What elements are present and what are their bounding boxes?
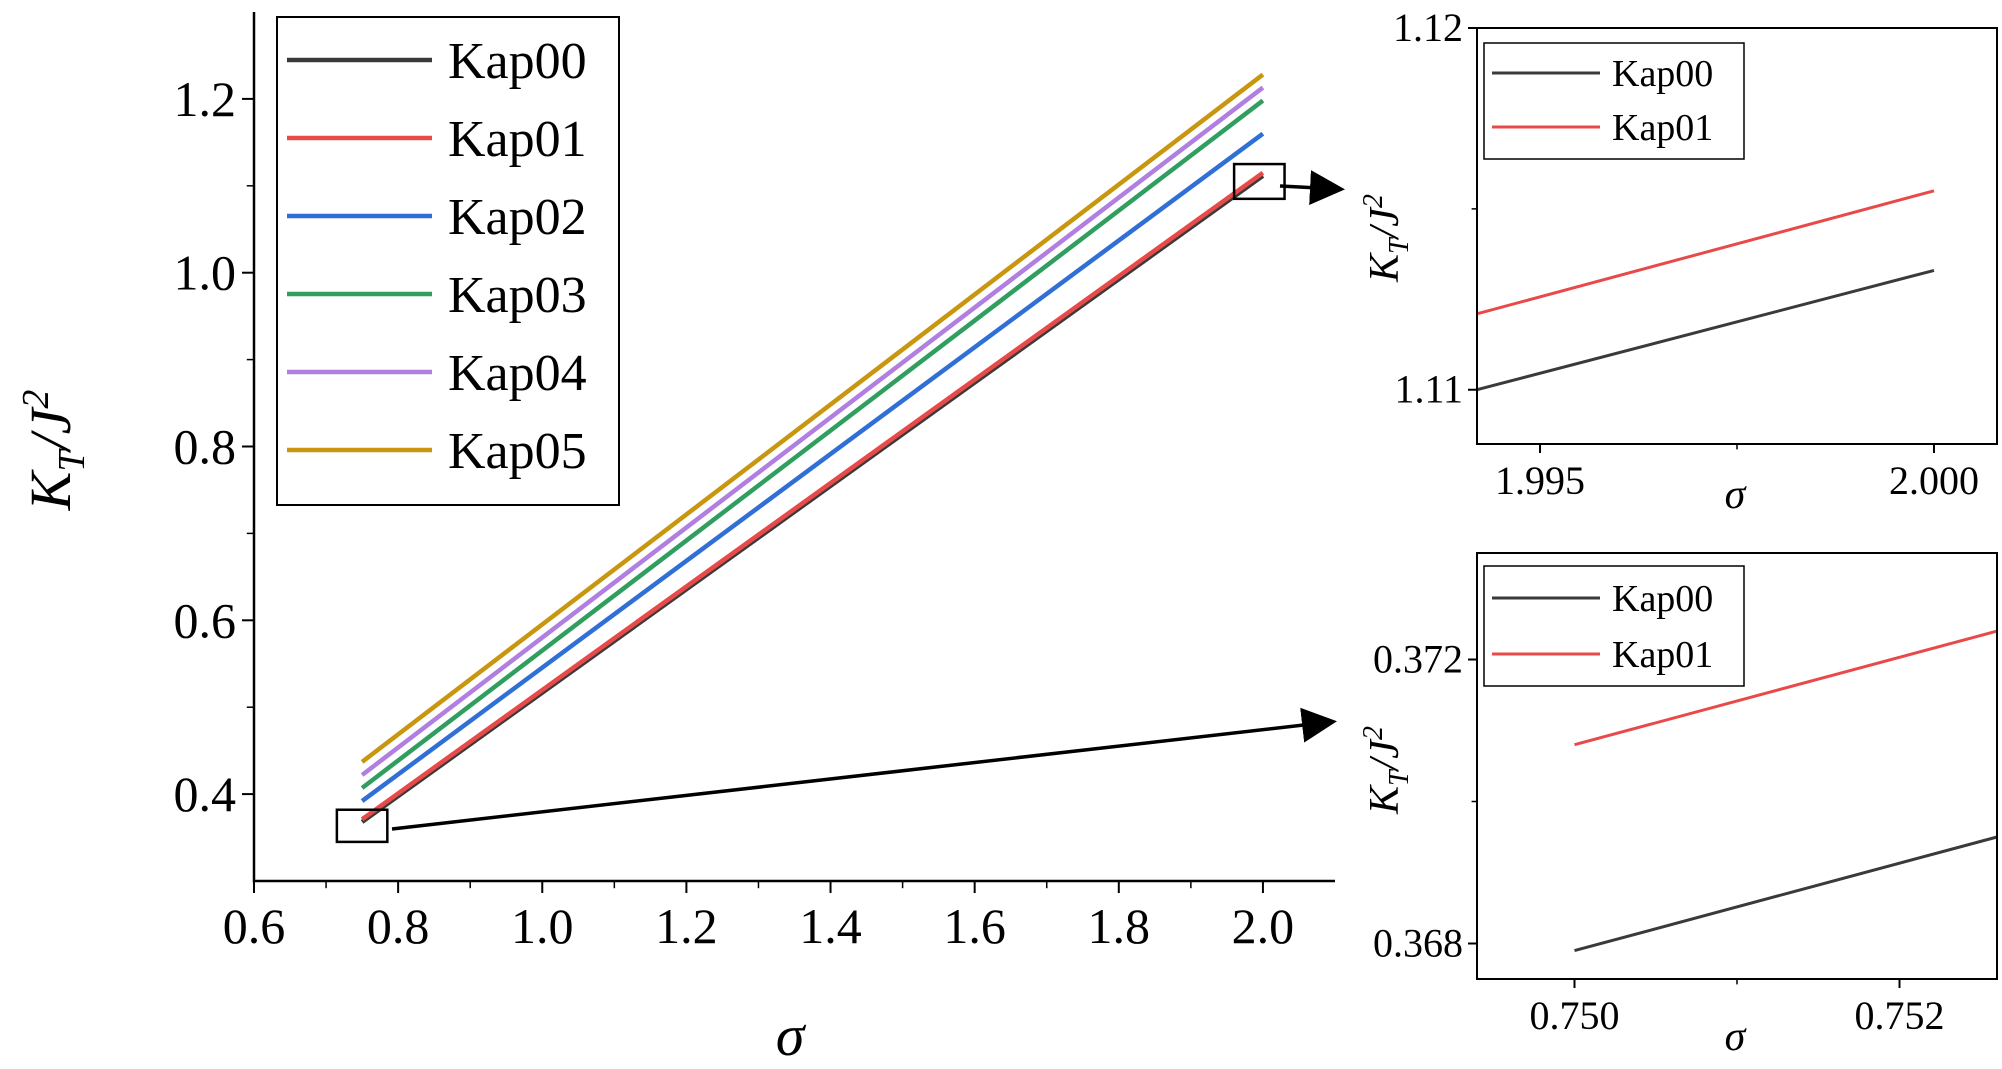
inset-bottom-ylabel-k: K: [1362, 784, 1408, 815]
inset-top-ytick-label: 1.11: [1394, 367, 1463, 412]
inset-bottom-legend-box: [1483, 565, 1745, 687]
inset-bottom-legend-label-kap00: Kap00: [1612, 578, 1713, 620]
main-chart: 0.6 0.8 1.0 1.2 1.4 1.6 1.8 2.00.40.60.81.01.2 …: [15, 12, 1345, 1068]
main-ylabel-sup: 2: [15, 390, 57, 409]
inset-bottom-xtick-label: 0.750: [1530, 993, 1620, 1038]
main-legend-label-kap02: Kap02: [448, 189, 587, 246]
inset-top-ylabel-sup: 2: [1358, 194, 1389, 208]
inset-bottom-ylabel-sub: T: [1384, 768, 1415, 786]
main-xtick-label: 0.8: [367, 898, 430, 954]
inset-top-legend: Kap00 Kap01: [1483, 42, 1745, 160]
main-series-kap05: [360, 72, 1265, 764]
main-ylabel: KT/J2: [15, 390, 93, 512]
main-ytick-label: 1.0: [174, 245, 237, 301]
zoom-box-top: [1232, 162, 1286, 201]
main-series-kap02: [360, 131, 1265, 803]
main-legend-label-kap05: Kap05: [448, 423, 587, 480]
main-legend-label-kap00: Kap00: [448, 33, 587, 90]
inset-top-series-layer: [1476, 189, 1935, 392]
inset-bottom-ytick-label: 0.368: [1373, 921, 1463, 966]
inset-top-ylabel: KT/J2: [1358, 194, 1415, 283]
inset-bottom-ylabel: KT/J2: [1358, 726, 1415, 815]
inset-bottom-chart: 0.750 0.752 0.368 0.372 Kap00 Kap01 σ KT/J2: [1358, 552, 1998, 1060]
inset-bottom-series-kap00: [1574, 835, 1998, 953]
inset-top-series-kap01: [1476, 189, 1935, 316]
inset-bottom-legend: Kap00 Kap01: [1483, 565, 1745, 687]
main-legend-label-kap04: Kap04: [448, 345, 587, 402]
main-ytick-label: 0.8: [174, 419, 237, 475]
inset-top-ylabel-k: K: [1362, 252, 1408, 283]
inset-bottom-series-layer: [1574, 629, 1998, 953]
inset-bottom-ticks-layer: 0.750 0.752 0.368 0.372: [1373, 637, 1945, 1039]
inset-top-ylabel-rest: /J: [1362, 206, 1408, 241]
inset-top-ticks-layer: 1.995 2.000 1.11 1.12: [1393, 5, 1979, 503]
main-xlabel: σ: [776, 1003, 807, 1068]
inset-top-xtick-label: 2.000: [1889, 458, 1979, 503]
main-xtick-label: 1.4: [799, 898, 862, 954]
main-series-kap01: [360, 170, 1265, 822]
main-series-kap03: [360, 98, 1265, 790]
inset-top-xtick-label: 1.995: [1495, 458, 1585, 503]
inset-top-xlabel: σ: [1725, 472, 1748, 518]
main-xtick-label: 2.0: [1232, 898, 1295, 954]
main-ylabel-sub: T: [51, 448, 93, 472]
main-legend-label-kap03: Kap03: [448, 267, 587, 324]
inset-bottom-ylabel-rest: /J: [1362, 738, 1408, 773]
main-xtick-label: 0.6: [223, 898, 286, 954]
main-zoom-layer: [335, 162, 1286, 844]
main-xtick-label: 1.6: [943, 898, 1006, 954]
inset-bottom-xtick-label: 0.752: [1855, 993, 1945, 1038]
inset-top-ylabel-sub: T: [1384, 236, 1415, 254]
inset-bottom-xlabel: σ: [1725, 1014, 1748, 1060]
main-ytick-label: 1.2: [174, 71, 237, 127]
zoom-box-bottom: [335, 808, 389, 844]
main-ylabel-k: K: [18, 468, 83, 511]
main-legend-box: [276, 16, 620, 506]
main-xtick-label: 1.8: [1088, 898, 1151, 954]
arrow-to-bottom-inset: [391, 707, 1337, 831]
inset-top-series-kap00: [1476, 268, 1935, 392]
main-xtick-label: 1.0: [511, 898, 574, 954]
main-ytick-label: 0.4: [174, 766, 237, 822]
inset-top-legend-label-kap01: Kap01: [1612, 107, 1713, 149]
main-ytick-label: 0.6: [174, 592, 237, 648]
inset-top-legend-box: [1483, 42, 1745, 160]
arrow-to-top-inset: [1279, 170, 1345, 206]
main-series-layer: [360, 72, 1265, 824]
main-series-kap04: [360, 85, 1265, 777]
inset-bottom-legend-label-kap01: Kap01: [1612, 634, 1713, 676]
inset-top-legend-label-kap00: Kap00: [1612, 53, 1713, 95]
inset-bottom-series-kap01: [1574, 629, 1998, 747]
main-xtick-label: 1.2: [655, 898, 718, 954]
main-legend-label-kap01: Kap01: [448, 111, 587, 168]
inset-bottom-ylabel-sup: 2: [1358, 726, 1389, 740]
main-ylabel-rest: /J: [18, 405, 83, 453]
main-legend: Kap00 Kap01 Kap02 Kap03 Kap04 Kap05: [276, 16, 620, 506]
main-ticks-layer: 0.6 0.8 1.0 1.2 1.4 1.6 1.8 2.0 0.4 0.6 0.8 1.0 1.2: [174, 71, 1295, 954]
inset-top-ytick-label: 1.12: [1393, 5, 1463, 50]
inset-bottom-ytick-label: 0.372: [1373, 637, 1463, 682]
inset-top-chart: 1.995 2.000 1.11 1.12 Kap00 Kap01 σ KT/J2: [1358, 5, 1998, 518]
